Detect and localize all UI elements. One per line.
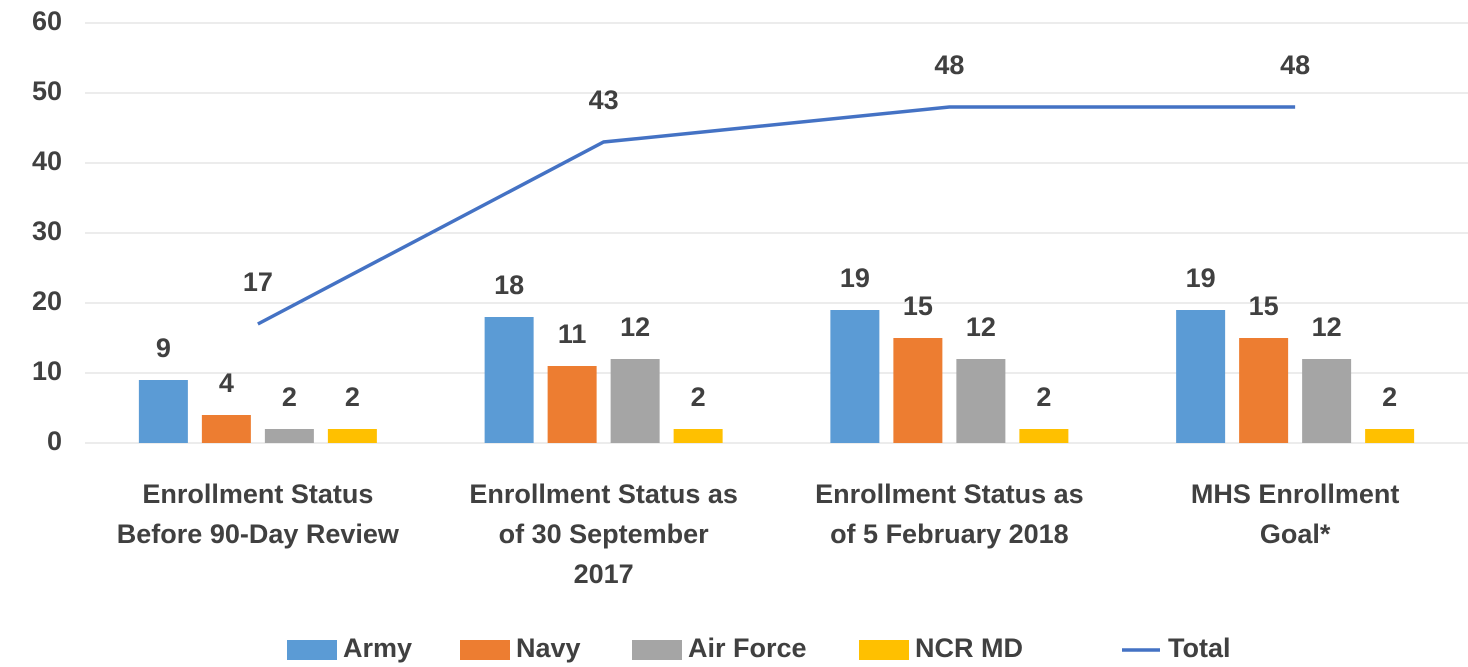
data-label: 19	[1186, 263, 1216, 293]
bar	[547, 366, 597, 443]
legend-swatch	[632, 640, 682, 660]
data-label: 2	[1036, 382, 1051, 412]
bar	[956, 359, 1006, 443]
bar	[1019, 429, 1069, 443]
data-label: 4	[219, 368, 234, 398]
legend-label: Total	[1168, 633, 1231, 663]
bar	[138, 380, 188, 443]
data-label: 2	[345, 382, 360, 412]
legend-swatch	[859, 640, 909, 660]
x-tick-label: Enrollment Status as of 30 September 201…	[469, 479, 738, 589]
legend-label: NCR MD	[915, 633, 1023, 663]
x-tick-label: Enrollment Status Before 90-Day Review	[116, 479, 399, 549]
data-label: 18	[494, 270, 524, 300]
bar	[1176, 310, 1226, 443]
bar	[830, 310, 880, 443]
y-tick-label: 30	[32, 216, 62, 246]
legend-label: Navy	[516, 633, 581, 663]
bar	[1239, 338, 1289, 443]
x-tick-label: MHS Enrollment Goal*	[1190, 479, 1400, 549]
bar	[673, 429, 723, 443]
y-tick-label: 10	[32, 356, 62, 386]
data-label: 12	[620, 312, 650, 342]
data-label: 48	[934, 50, 964, 80]
bar	[893, 338, 943, 443]
data-label: 2	[282, 382, 297, 412]
bar	[1302, 359, 1352, 443]
y-tick-label: 40	[32, 146, 62, 176]
y-tick-label: 0	[47, 426, 62, 456]
bar	[327, 429, 377, 443]
data-label: 12	[966, 312, 996, 342]
data-label: 12	[1312, 312, 1342, 342]
legend-label: Army	[343, 633, 412, 663]
bar	[264, 429, 314, 443]
legend-label: Air Force	[688, 633, 807, 663]
y-tick-label: 60	[32, 6, 62, 36]
data-label: 19	[840, 263, 870, 293]
data-label: 43	[589, 85, 619, 115]
data-label: 15	[903, 291, 933, 321]
y-tick-label: 20	[32, 286, 62, 316]
data-label: 15	[1249, 291, 1279, 321]
data-label: 11	[558, 319, 587, 349]
data-label: 9	[156, 333, 171, 363]
data-label: 48	[1280, 50, 1310, 80]
data-label: 2	[1382, 382, 1397, 412]
bar	[1365, 429, 1415, 443]
bar	[201, 415, 251, 443]
legend-swatch	[287, 640, 337, 660]
y-tick-label: 50	[32, 76, 62, 106]
legend-swatch	[460, 640, 510, 660]
data-label: 2	[691, 382, 706, 412]
line	[257, 105, 1296, 326]
bar	[610, 359, 660, 443]
x-tick-label: Enrollment Status as of 5 February 2018	[815, 479, 1084, 549]
bar	[484, 317, 534, 443]
data-label: 17	[243, 267, 273, 297]
